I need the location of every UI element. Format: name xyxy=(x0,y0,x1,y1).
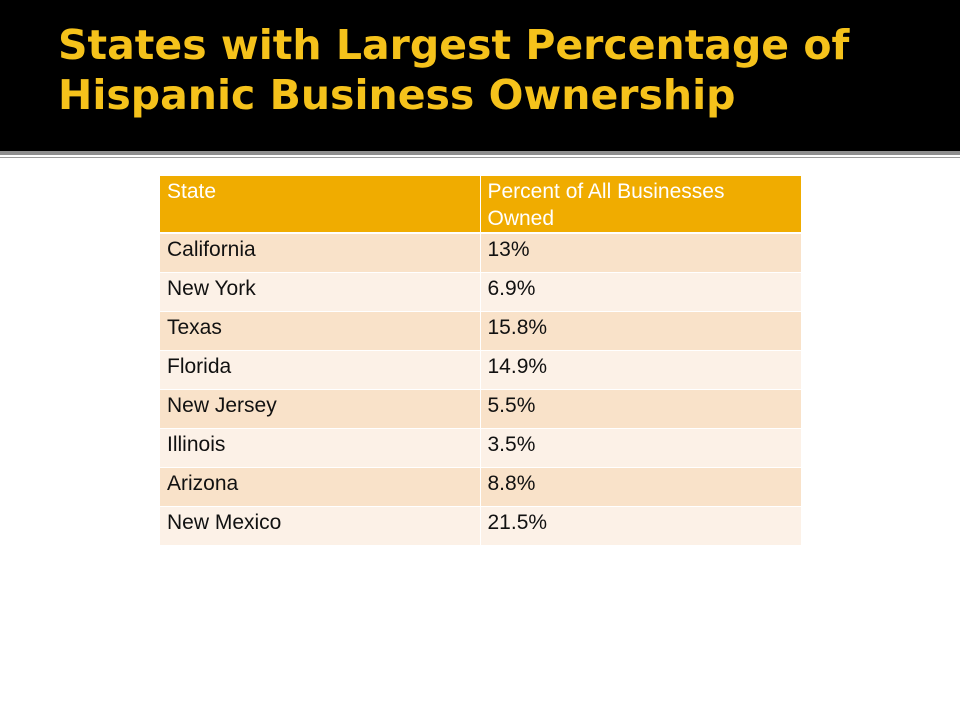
cell-percent: 13% xyxy=(480,233,802,273)
cell-percent: 21.5% xyxy=(480,506,802,546)
cell-state: Illinois xyxy=(160,428,481,468)
cell-percent: 6.9% xyxy=(480,272,802,312)
table-header-row: State Percent of All Businesses Owned xyxy=(160,176,802,234)
cell-percent: 3.5% xyxy=(480,428,802,468)
header-percent: Percent of All Businesses Owned xyxy=(480,176,802,234)
table-row: New Mexico 21.5% xyxy=(160,506,802,546)
business-ownership-table: State Percent of All Businesses Owned Ca… xyxy=(160,176,802,546)
header-state: State xyxy=(160,176,481,234)
table-row: New York 6.9% xyxy=(160,272,802,312)
title-divider-thin xyxy=(0,157,960,158)
title-bar: States with Largest Percentage of Hispan… xyxy=(0,0,960,151)
table-row: California 13% xyxy=(160,233,802,273)
cell-state: California xyxy=(160,233,481,273)
cell-state: Florida xyxy=(160,350,481,390)
slide-title: States with Largest Percentage of Hispan… xyxy=(58,20,948,120)
table-row: Arizona 8.8% xyxy=(160,467,802,507)
cell-percent: 15.8% xyxy=(480,311,802,351)
cell-percent: 14.9% xyxy=(480,350,802,390)
cell-state: New Mexico xyxy=(160,506,481,546)
cell-state: New York xyxy=(160,272,481,312)
table-row: Florida 14.9% xyxy=(160,350,802,390)
cell-state: Arizona xyxy=(160,467,481,507)
table-row: Texas 15.8% xyxy=(160,311,802,351)
cell-state: Texas xyxy=(160,311,481,351)
slide-title-line-2: Hispanic Business Ownership xyxy=(58,71,736,119)
table-row: Illinois 3.5% xyxy=(160,428,802,468)
title-divider xyxy=(0,151,960,155)
slide-title-line-1: States with Largest Percentage of xyxy=(58,21,850,69)
cell-state: New Jersey xyxy=(160,389,481,429)
table-row: New Jersey 5.5% xyxy=(160,389,802,429)
cell-percent: 8.8% xyxy=(480,467,802,507)
cell-percent: 5.5% xyxy=(480,389,802,429)
